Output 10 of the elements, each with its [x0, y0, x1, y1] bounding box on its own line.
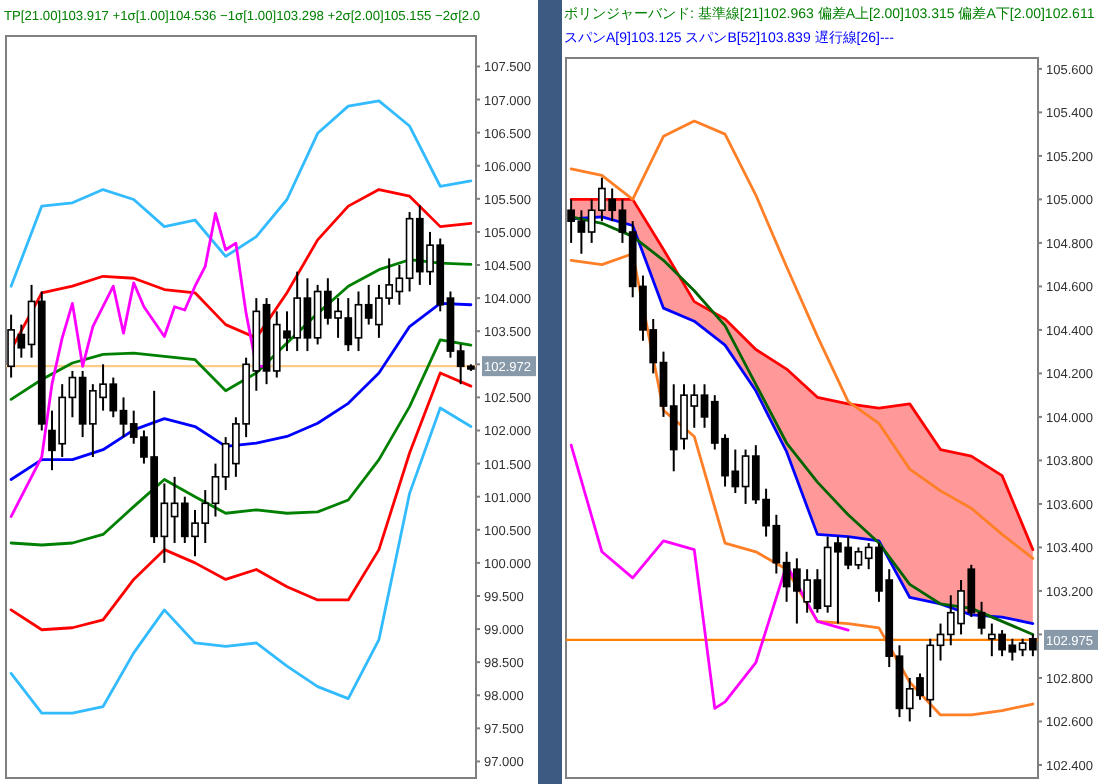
line-series [9, 258, 473, 401]
line-series [9, 99, 473, 288]
line-series [9, 338, 473, 547]
line-series [9, 212, 268, 518]
line-series [569, 443, 850, 710]
line-series [9, 302, 473, 481]
line-series [9, 406, 473, 715]
line-series [569, 252, 1035, 717]
line-series [9, 371, 473, 632]
line-series [569, 119, 1035, 560]
